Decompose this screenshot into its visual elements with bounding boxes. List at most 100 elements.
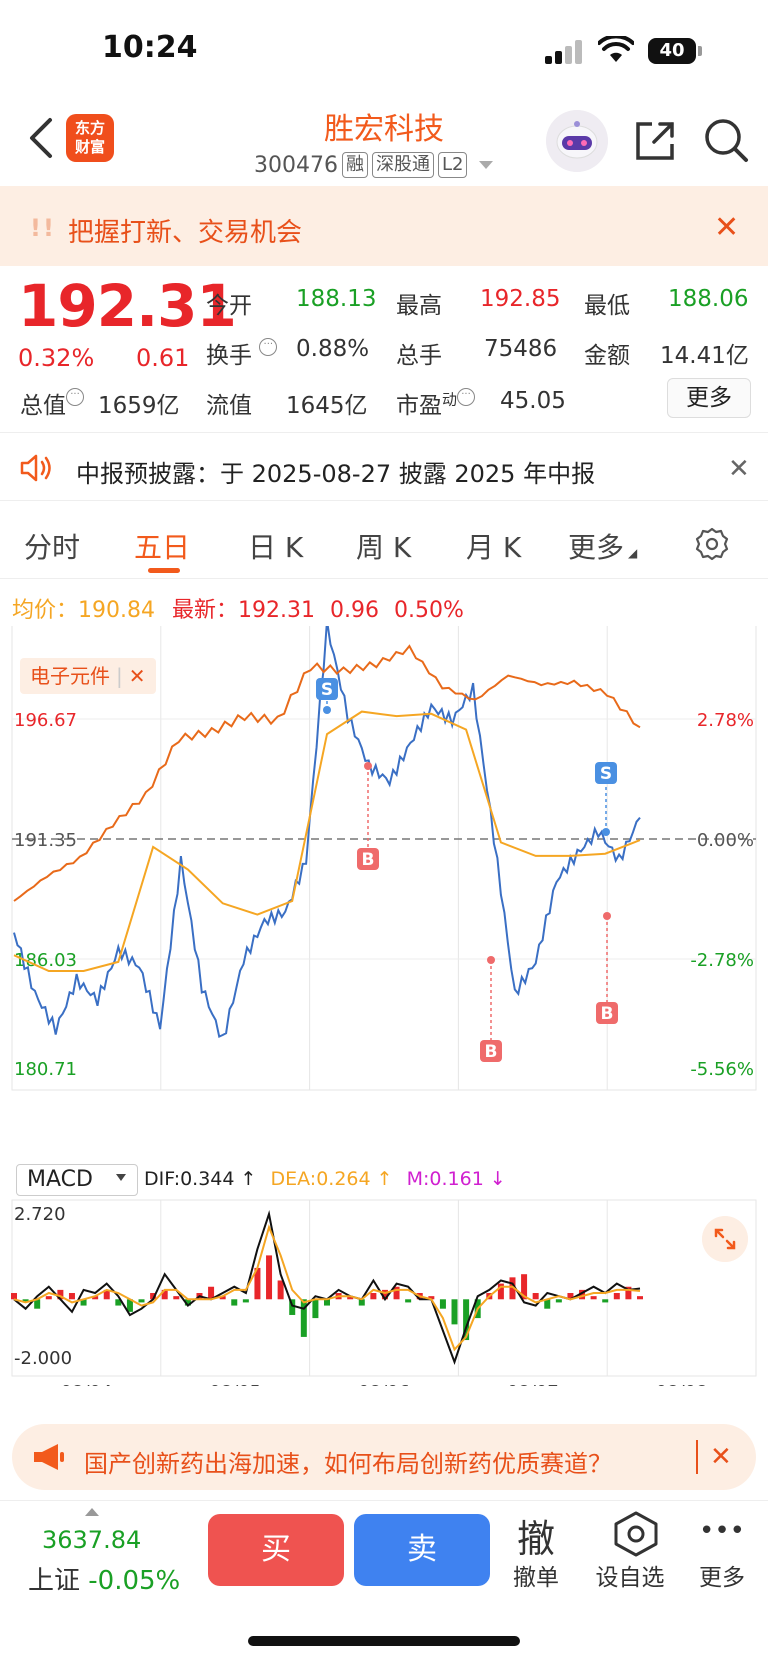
y-left-label: 191.35 (14, 830, 77, 851)
info-icon[interactable]: ··· (259, 338, 278, 356)
macd-values: DIF:0.344 ↑ DEA:0.264 ↑ M:0.161 ↓ (144, 1168, 506, 1190)
expand-icon[interactable] (702, 1216, 748, 1262)
more-dots-icon[interactable]: ••• (698, 1516, 745, 1546)
logo-line2: 财富 (74, 138, 105, 156)
macd-bar (521, 1274, 528, 1300)
chart-summary: 均价：190.84 最新：192.31 0.96 0.50% (12, 592, 464, 624)
share-icon[interactable] (632, 118, 678, 164)
index-name-row[interactable]: 上证 -0.05% (28, 1560, 180, 1597)
ad-close-icon[interactable]: ✕ (710, 1442, 732, 1472)
marker-dot (323, 706, 331, 714)
search-icon[interactable] (702, 116, 750, 164)
macd-bar (266, 1255, 273, 1300)
mktcap-value: 1659亿 (98, 393, 180, 419)
ad-banner[interactable] (12, 1424, 756, 1490)
cellular-signal-icon (545, 40, 587, 64)
more-label[interactable]: 更多 (699, 1565, 745, 1591)
notice-close-icon[interactable]: ✕ (728, 454, 750, 484)
stock-code-row[interactable]: 300476 融 深股通 L2 (254, 152, 494, 178)
sector-chip[interactable]: 电子元件 | ✕ (20, 658, 156, 694)
buy-button[interactable]: 买 (208, 1514, 344, 1586)
macd-bar (138, 1299, 145, 1303)
cancel-order-icon[interactable]: 撤 (516, 1517, 555, 1561)
amount-value: 14.41亿 (660, 343, 749, 369)
macd-bar (173, 1296, 180, 1300)
battery-tip (698, 46, 702, 56)
back-arrow-icon[interactable] (26, 116, 56, 160)
latest-pct: 0.50% (393, 598, 464, 623)
promo-text[interactable]: 把握打新、交易机会 (68, 218, 303, 248)
macd-bar (103, 1289, 110, 1300)
macd-bar (463, 1299, 470, 1341)
ai-assistant-robot-icon[interactable] (546, 110, 608, 172)
macd-m: M:0.161 ↓ (406, 1168, 506, 1190)
macd-bar (150, 1293, 157, 1300)
macd-bar (184, 1299, 191, 1306)
promo-close-icon[interactable]: ✕ (714, 210, 740, 245)
chevron-up-icon[interactable] (85, 1508, 99, 1516)
y-right-label: 2.78% (697, 710, 754, 731)
tab-weekly-k[interactable]: 周 K (356, 531, 412, 564)
battery-indicator: 40 (648, 38, 696, 64)
sector-chip-label: 电子元件 (30, 664, 110, 688)
macd-bar (242, 1299, 249, 1303)
promo-banner[interactable] (0, 186, 768, 266)
macd-bar (34, 1299, 41, 1309)
macd-bar (289, 1299, 296, 1315)
status-bar: 10:24 40 (0, 0, 768, 100)
volume-value: 75486 (484, 336, 558, 362)
macd-frame (11, 1199, 757, 1377)
trade-markers: S B B S B (316, 678, 618, 1062)
macd-bar (219, 1296, 226, 1300)
macd-dif-line (13, 1210, 641, 1366)
stock-name[interactable]: 胜宏科技 (324, 112, 444, 147)
cancel-order-label[interactable]: 撤单 (513, 1565, 559, 1591)
marker-dot (487, 956, 495, 964)
tab-daily-k[interactable]: 日 K (248, 531, 304, 564)
active-tab-indicator (148, 568, 180, 573)
quote-more-button[interactable]: 更多 (667, 378, 751, 418)
macd-bar (254, 1267, 261, 1300)
y-left-label: 180.71 (14, 1059, 77, 1080)
marker-dot (603, 912, 611, 920)
ad-separator (696, 1440, 698, 1474)
tab-intraday[interactable]: 分时 (24, 531, 81, 564)
macd-bar (532, 1293, 539, 1300)
marker-box (316, 678, 338, 700)
low-label: 最低 (584, 293, 630, 319)
macd-bar (509, 1277, 516, 1300)
high-label: 最高 (396, 293, 442, 319)
info-icon[interactable]: ··· (457, 388, 476, 406)
five-day-chart[interactable]: 201.995.56%196.672.78%191.350.00%186.03-… (0, 626, 768, 1386)
index-value[interactable]: 3637.84 (42, 1526, 142, 1554)
latest-value: 192.31 (238, 598, 315, 623)
mktcap-label-text: 总值 (20, 393, 66, 419)
tab-five-day[interactable]: 五日 (134, 531, 191, 564)
add-watchlist-icon[interactable] (610, 1510, 662, 1558)
caret-icon: ◢ (628, 546, 638, 560)
sell-button[interactable]: 卖 (354, 1514, 490, 1586)
macd-bar (602, 1299, 609, 1303)
tab-monthly-k[interactable]: 月 K (466, 531, 522, 564)
tag-margin: 融 (341, 152, 368, 178)
current-price: 192.31 (18, 272, 237, 340)
tab-more[interactable]: 更多 ◢ (568, 526, 637, 566)
y-right-label: 0.00% (697, 830, 754, 851)
divider (0, 578, 768, 579)
turnover-label: 换手 ··· (206, 336, 278, 370)
ad-text[interactable]: 国产创新药出海加速，如何布局创新药优质赛道？ (84, 1450, 612, 1478)
info-icon[interactable]: ··· (66, 388, 84, 406)
macd-bar (381, 1289, 388, 1300)
latest-change: 0.96 (330, 598, 379, 623)
indicator-select[interactable]: MACD (16, 1164, 138, 1196)
sector-chip-close-icon[interactable]: ✕ (128, 664, 146, 688)
notice-text[interactable]: 中报预披露：于 2025-08-27 披露 2025 年中报 (76, 460, 596, 488)
macd-bar (590, 1296, 597, 1300)
turnover-label-text: 换手 (206, 343, 252, 369)
add-watchlist-label[interactable]: 设自选 (595, 1565, 665, 1591)
marker-box (357, 848, 379, 870)
open-label: 今开 (206, 293, 252, 319)
gear-icon[interactable] (694, 526, 730, 562)
macd-bar (451, 1299, 458, 1325)
